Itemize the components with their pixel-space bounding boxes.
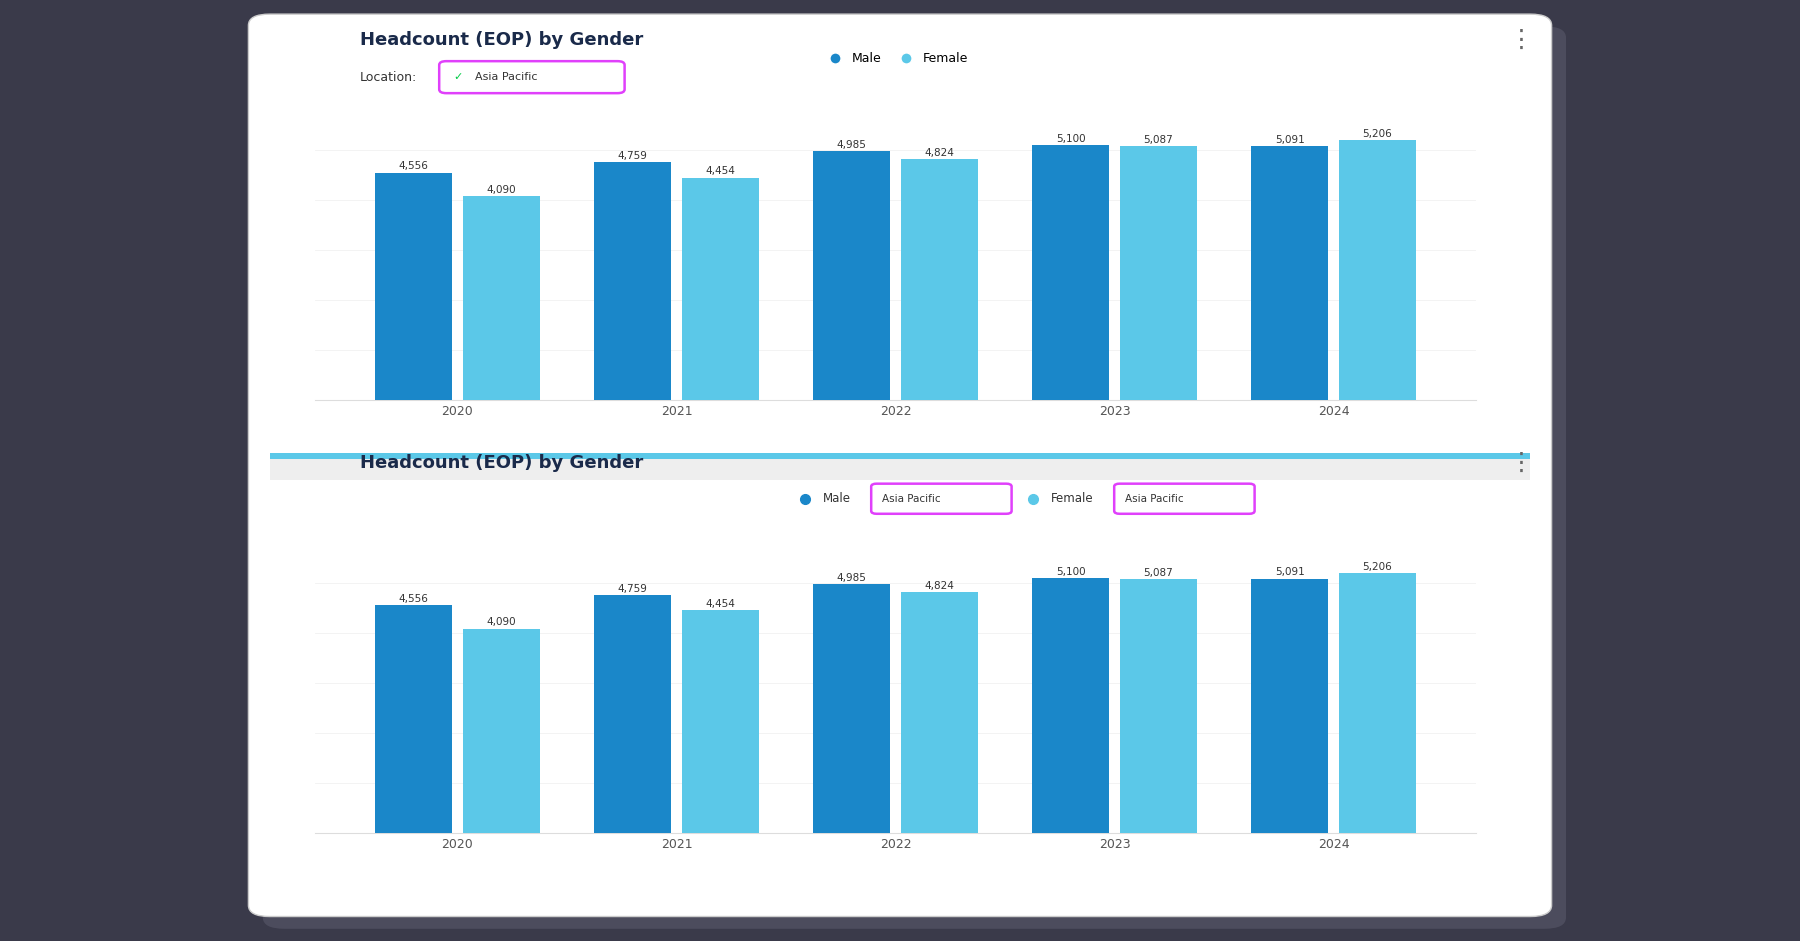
Bar — [270, 453, 1530, 459]
Text: 4,824: 4,824 — [925, 148, 954, 158]
Text: 4,985: 4,985 — [837, 573, 866, 582]
Text: Female: Female — [1051, 492, 1094, 505]
Bar — [902, 592, 977, 833]
Text: Male: Male — [823, 492, 851, 505]
Text: Headcount (EOP) by Gender: Headcount (EOP) by Gender — [360, 454, 643, 472]
Text: 4,454: 4,454 — [706, 167, 734, 176]
Text: Headcount (EOP) by Gender: Headcount (EOP) by Gender — [360, 30, 643, 49]
Bar — [594, 163, 671, 400]
Text: 5,206: 5,206 — [1363, 562, 1391, 572]
Bar — [594, 596, 671, 833]
Text: 4,556: 4,556 — [398, 594, 428, 604]
Text: 4,090: 4,090 — [486, 617, 517, 628]
Legend: Male, Female: Male, Female — [817, 47, 974, 71]
Bar — [1033, 578, 1109, 833]
Text: 4,556: 4,556 — [398, 161, 428, 171]
Bar — [374, 605, 452, 833]
FancyBboxPatch shape — [248, 14, 1552, 917]
Text: Asia Pacific: Asia Pacific — [1125, 494, 1184, 503]
Text: 4,759: 4,759 — [617, 152, 648, 161]
Bar — [270, 459, 1530, 480]
FancyBboxPatch shape — [1114, 484, 1255, 514]
Text: 4,759: 4,759 — [617, 584, 648, 594]
Bar — [463, 196, 540, 400]
Bar — [1033, 145, 1109, 400]
Text: 4,985: 4,985 — [837, 140, 866, 150]
Text: 5,087: 5,087 — [1143, 135, 1174, 145]
Text: 4,824: 4,824 — [925, 581, 954, 591]
Text: ⋮: ⋮ — [1508, 451, 1534, 475]
Bar — [814, 152, 889, 400]
Text: Asia Pacific: Asia Pacific — [475, 72, 538, 82]
Bar — [814, 584, 889, 833]
Text: 5,100: 5,100 — [1057, 135, 1085, 144]
Text: 5,091: 5,091 — [1274, 135, 1305, 145]
Bar — [682, 178, 758, 400]
Bar — [1251, 146, 1328, 400]
Bar — [1339, 573, 1417, 833]
Text: Location:: Location: — [360, 71, 418, 84]
Bar — [1120, 146, 1197, 400]
Bar — [1251, 579, 1328, 833]
Text: 5,100: 5,100 — [1057, 567, 1085, 577]
Text: 5,091: 5,091 — [1274, 567, 1305, 578]
Text: Asia Pacific: Asia Pacific — [882, 494, 941, 503]
Text: 5,206: 5,206 — [1363, 129, 1391, 139]
Text: 4,090: 4,090 — [486, 184, 517, 195]
Bar — [1120, 579, 1197, 833]
Text: ⋮: ⋮ — [1508, 27, 1534, 52]
Bar — [682, 611, 758, 833]
FancyBboxPatch shape — [263, 26, 1566, 929]
Text: 4,454: 4,454 — [706, 599, 734, 609]
Bar — [902, 159, 977, 400]
Text: ✓: ✓ — [454, 72, 463, 82]
Bar — [463, 629, 540, 833]
FancyBboxPatch shape — [871, 484, 1012, 514]
FancyBboxPatch shape — [439, 61, 625, 93]
Bar — [1339, 140, 1417, 400]
Text: 5,087: 5,087 — [1143, 567, 1174, 578]
Bar — [374, 172, 452, 400]
